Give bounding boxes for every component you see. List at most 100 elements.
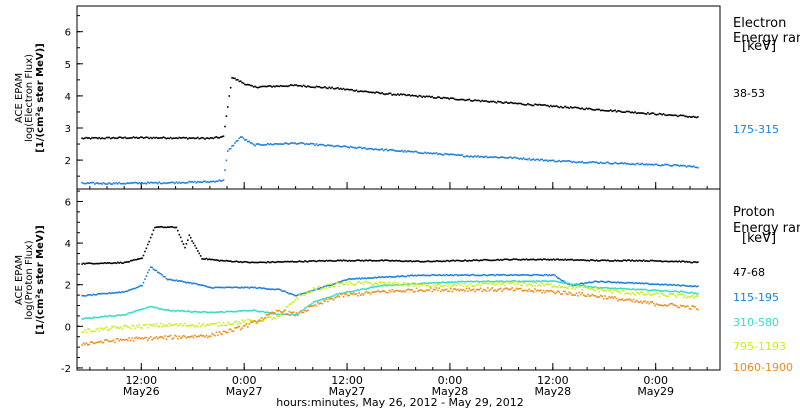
- proton-point: [148, 306, 150, 308]
- electron-point: [354, 146, 356, 149]
- proton-point: [254, 309, 256, 312]
- proton-point: [538, 274, 541, 277]
- proton-point: [291, 260, 293, 263]
- proton-point: [351, 283, 353, 285]
- proton-point: [670, 283, 672, 286]
- proton-point: [552, 285, 555, 287]
- proton-point: [469, 260, 472, 262]
- electron-point: [108, 136, 110, 139]
- electron-point: [275, 85, 278, 87]
- proton-point: [654, 283, 656, 286]
- proton-point: [115, 314, 118, 317]
- proton-point: [667, 304, 669, 307]
- proton-point: [348, 290, 351, 293]
- proton-point: [119, 326, 122, 328]
- electron-point: [498, 101, 501, 103]
- proton-point: [471, 280, 473, 283]
- proton-point: [129, 312, 132, 314]
- proton-point: [694, 285, 696, 287]
- proton-point: [438, 260, 441, 263]
- proton-point: [504, 274, 506, 276]
- proton-point: [224, 330, 226, 333]
- proton-point: [377, 283, 379, 286]
- electron-point: [179, 137, 182, 139]
- proton-point: [118, 327, 120, 330]
- proton-point: [155, 336, 158, 338]
- electron-point: [297, 85, 299, 87]
- proton-point: [281, 261, 283, 263]
- electron-point: [565, 106, 568, 109]
- electron-point: [650, 163, 652, 166]
- proton-point: [198, 284, 201, 286]
- proton-point: [455, 284, 458, 287]
- proton-point: [592, 286, 595, 289]
- electron-point: [255, 143, 258, 145]
- proton-point: [147, 306, 149, 309]
- electron-point: [491, 100, 493, 103]
- proton-point: [492, 274, 495, 276]
- proton-point: [275, 288, 278, 290]
- electron-point: [279, 143, 282, 145]
- electron-point: [144, 136, 146, 139]
- electron-point: [182, 181, 185, 184]
- proton-point: [355, 282, 358, 285]
- proton-point: [81, 317, 83, 320]
- proton-point: [202, 323, 205, 325]
- proton-point: [179, 337, 182, 339]
- proton-point: [229, 260, 232, 262]
- proton-point: [269, 261, 272, 264]
- proton-point: [245, 310, 248, 312]
- proton-point: [489, 288, 492, 291]
- electron-point: [520, 157, 522, 160]
- proton-point: [600, 259, 602, 262]
- proton-point: [581, 259, 583, 261]
- electron-point: [119, 136, 122, 139]
- proton-point: [231, 323, 233, 326]
- electron-point: [375, 91, 378, 93]
- proton-point: [652, 293, 655, 296]
- proton-point: [312, 259, 315, 262]
- proton-point: [538, 283, 541, 286]
- proton-point: [195, 324, 198, 327]
- electron-point: [645, 113, 648, 115]
- electron-point: [680, 114, 682, 116]
- electron-point: [528, 103, 531, 106]
- proton-point: [452, 284, 455, 286]
- proton-point: [452, 274, 455, 277]
- proton-point: [571, 258, 573, 261]
- electron-point: [272, 143, 275, 146]
- proton-point: [540, 284, 542, 287]
- electron-point: [268, 85, 271, 87]
- proton-point: [204, 336, 206, 338]
- proton-point: [488, 274, 491, 276]
- electron-point: [324, 86, 326, 88]
- proton-point: [229, 310, 232, 313]
- proton-point: [184, 281, 186, 283]
- proton-point: [175, 226, 178, 229]
- proton-point: [195, 336, 198, 338]
- proton-point: [461, 280, 463, 283]
- electron-point: [584, 108, 586, 111]
- electron-point: [104, 182, 106, 185]
- proton-point: [341, 260, 343, 262]
- proton-point: [152, 306, 155, 309]
- proton-point: [152, 229, 155, 232]
- electron-point: [137, 137, 139, 139]
- electron-point: [335, 87, 338, 90]
- proton-point: [578, 285, 581, 288]
- proton-point: [277, 260, 279, 263]
- electron-point: [652, 112, 655, 115]
- electron-point: [218, 137, 221, 139]
- electron-point: [115, 137, 118, 140]
- proton-point: [227, 260, 229, 262]
- proton-point: [332, 283, 335, 285]
- electron-ytick-label: 4: [65, 92, 71, 103]
- proton-point: [512, 280, 515, 282]
- proton-point: [592, 294, 595, 297]
- proton-point: [694, 306, 696, 308]
- electron-point: [522, 157, 525, 159]
- proton-point: [449, 260, 452, 262]
- electron-point: [500, 101, 502, 103]
- proton-point: [255, 287, 258, 290]
